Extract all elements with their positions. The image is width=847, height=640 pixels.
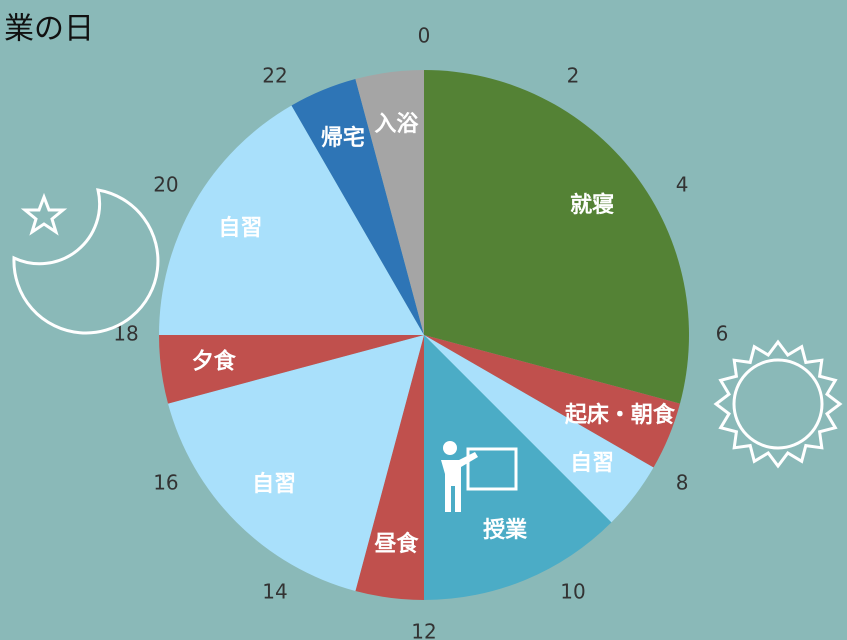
slice-label: 自習 bbox=[252, 471, 296, 497]
slice-label: 昼食 bbox=[374, 531, 419, 557]
hour-label: 0 bbox=[418, 24, 431, 48]
pie-slice bbox=[355, 70, 424, 335]
hour-label: 4 bbox=[676, 173, 689, 197]
pie-slice bbox=[159, 335, 424, 404]
hour-label: 12 bbox=[411, 620, 436, 640]
pie-slice bbox=[424, 335, 680, 468]
hour-label: 16 bbox=[153, 471, 178, 495]
pie-slice bbox=[291, 79, 424, 335]
hour-label: 6 bbox=[716, 322, 729, 346]
hour-label: 14 bbox=[262, 580, 287, 604]
teacher-icon bbox=[441, 441, 518, 512]
pie-slice bbox=[424, 70, 689, 404]
pie-slice bbox=[355, 335, 424, 600]
slice-label: 夕食 bbox=[192, 349, 237, 375]
moon-icon bbox=[12, 188, 160, 335]
chart-title: 業の日 bbox=[4, 12, 94, 47]
pie-slice bbox=[424, 335, 612, 600]
slice-label: 就寝 bbox=[570, 192, 614, 218]
hour-label: 8 bbox=[676, 471, 689, 495]
slice-label: 授業 bbox=[483, 518, 528, 543]
sun-icon bbox=[713, 339, 843, 469]
slice-label: 起床・朝食 bbox=[564, 402, 676, 428]
slice-label: 入浴 bbox=[374, 112, 419, 137]
pie-slice bbox=[159, 105, 424, 335]
pie-slice bbox=[424, 335, 654, 523]
hour-label: 2 bbox=[567, 63, 580, 87]
hour-label: 10 bbox=[560, 580, 585, 604]
hour-label: 22 bbox=[262, 63, 287, 87]
hour-label: 20 bbox=[153, 173, 178, 197]
slice-label: 自習 bbox=[218, 215, 262, 241]
slice-label: 帰宅 bbox=[321, 125, 365, 151]
pie bbox=[159, 70, 689, 600]
labels: 就寝起床・朝食自習授業昼食自習夕食自習帰宅入浴02468101214161820… bbox=[113, 24, 728, 640]
pie-slice bbox=[168, 335, 424, 591]
slice-label: 自習 bbox=[570, 450, 614, 476]
